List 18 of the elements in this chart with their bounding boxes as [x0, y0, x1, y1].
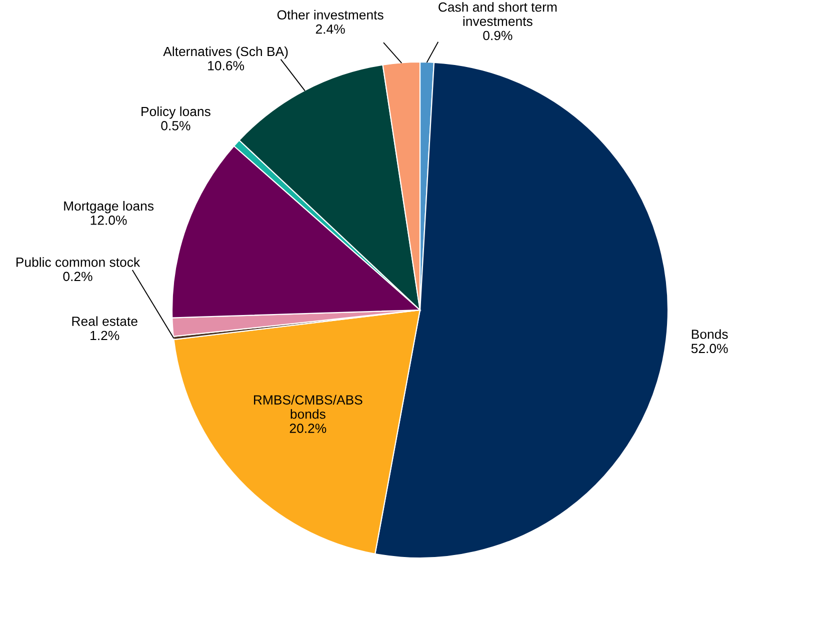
data-label: 52.0% [691, 344, 728, 354]
data-label: 2.4% [316, 24, 345, 34]
data-label: 20.2% [290, 424, 326, 434]
slice-label: Real estate [72, 316, 138, 326]
slice-label: Mortgage loans [64, 200, 154, 214]
data-label: 0.5% [161, 121, 190, 130]
data-label: 1.2% [90, 330, 120, 340]
data-label: 10.6% [208, 61, 244, 70]
slice-label: Policy loans [142, 106, 210, 119]
data-label: 0.9% [483, 30, 512, 40]
slice-label: Alternatives (Sch BA) [163, 46, 288, 59]
slice-label: Cash and short term investments [438, 2, 557, 26]
data-label: 0.2% [63, 272, 92, 282]
slice-label: Other investments [277, 10, 384, 20]
slice-label: Public common stock [16, 257, 140, 267]
data-label: 12.0% [90, 216, 127, 225]
slice-label: RMBS/CMBS/ABS bonds [254, 394, 362, 419]
slice-label: Bonds [692, 329, 728, 339]
